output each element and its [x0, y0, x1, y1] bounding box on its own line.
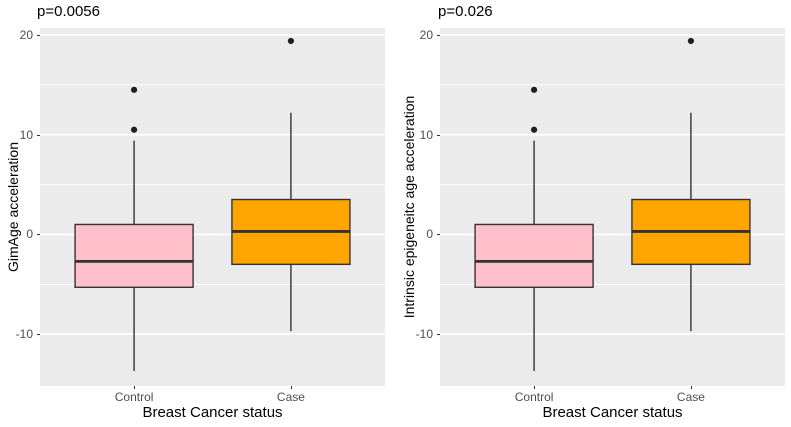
p-value-label: p=0.026 — [438, 3, 493, 20]
y-tick-label: 0 — [426, 227, 433, 242]
x-tick-label: Control — [114, 390, 154, 404]
y-tick-mark — [437, 34, 440, 36]
plot-area — [440, 28, 785, 386]
p-value-label: p=0.0056 — [37, 3, 100, 20]
outlier-point — [530, 126, 538, 133]
x-axis-title: Breast Cancer status — [542, 404, 683, 421]
y-tick-label: -10 — [415, 327, 433, 342]
y-tick-mark — [37, 134, 40, 136]
y-tick-label: 10 — [419, 127, 433, 142]
outlier-point — [130, 126, 138, 133]
y-tick-mark — [437, 234, 440, 236]
x-tick-label: Case — [276, 390, 305, 404]
y-tick-mark — [37, 334, 40, 336]
x-tick-label: Control — [514, 390, 554, 404]
left-boxplot-panel: p=0.0056 GimAge acceleration Breast Canc… — [0, 0, 395, 427]
outlier-point — [287, 37, 295, 45]
x-tick-label: Case — [676, 390, 705, 404]
plot-area — [40, 28, 385, 386]
outlier-point — [530, 86, 538, 93]
y-tick-mark — [37, 234, 40, 236]
box-control — [74, 223, 194, 288]
box-control — [474, 223, 594, 288]
y-tick-mark — [437, 134, 440, 136]
outlier-point — [687, 37, 695, 45]
y-tick-label: 10 — [19, 127, 33, 142]
y-tick-label: 0 — [26, 227, 33, 242]
x-tick-mark — [290, 386, 292, 389]
y-axis-title: GimAge acceleration — [5, 142, 21, 272]
y-tick-label: -10 — [15, 327, 33, 342]
boxplot-svg — [440, 34, 785, 372]
x-tick-mark — [534, 386, 536, 389]
x-axis-title: Breast Cancer status — [142, 404, 283, 421]
y-tick-mark — [37, 34, 40, 36]
outlier-point — [130, 86, 138, 93]
y-tick-label: 20 — [19, 27, 33, 42]
x-tick-mark — [690, 386, 692, 389]
boxplot-svg — [40, 34, 385, 372]
y-tick-mark — [437, 334, 440, 336]
x-tick-mark — [134, 386, 136, 389]
y-tick-label: 20 — [419, 27, 433, 42]
right-boxplot-panel: p=0.026 Intrinsic epigeneitc age acceler… — [396, 0, 791, 427]
